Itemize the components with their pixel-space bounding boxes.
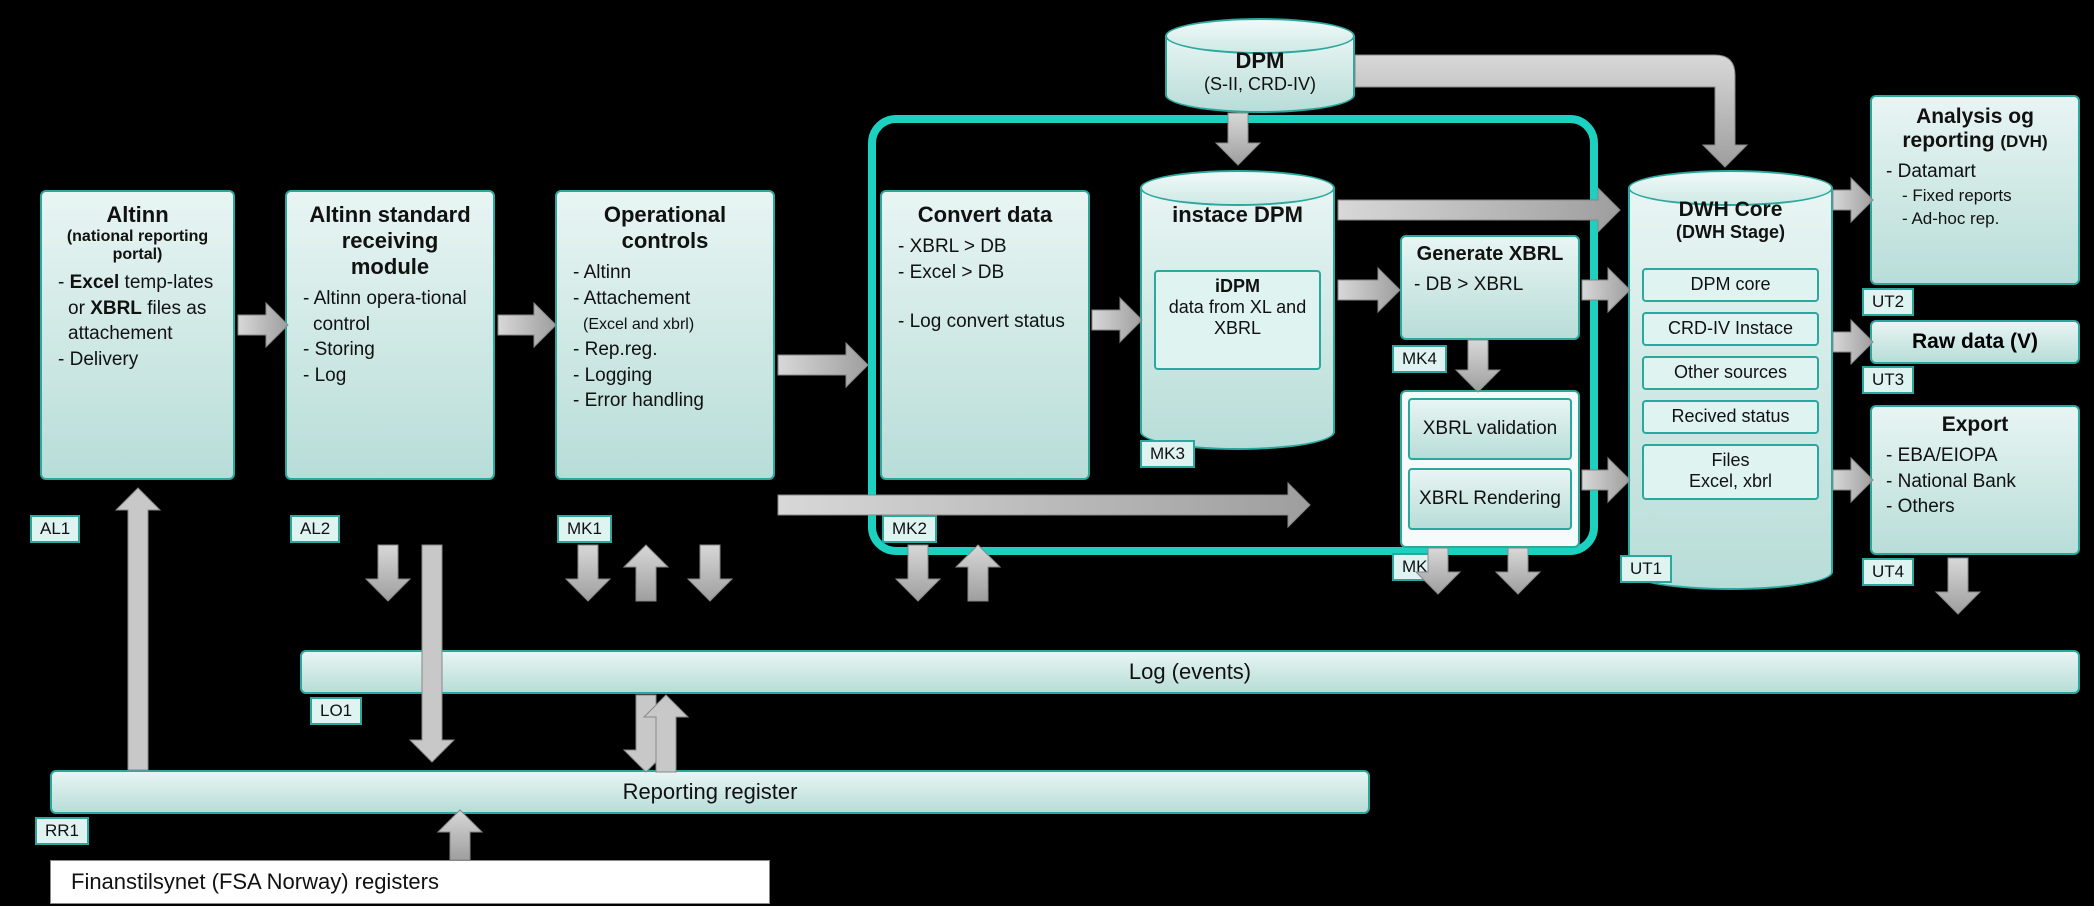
dwh-row-4: FilesExcel, xbrl <box>1642 444 1819 500</box>
fsa-registers: Finanstilsynet (FSA Norway) registers <box>50 860 770 904</box>
tag-mk2: MK2 <box>882 515 937 543</box>
tag-mk1: MK1 <box>557 515 612 543</box>
receiving-title: Altinn standard receiving module <box>301 202 479 280</box>
cyl-dwh: DWH Core (DWH Stage) DPM core CRD-IV Ins… <box>1628 170 1833 590</box>
receiving-items: Altinn opera-tional control Storing Log <box>301 286 479 389</box>
box-analysis: Analysis og reporting (DVH) Datamart Fix… <box>1870 95 2080 285</box>
opcontrols-items: Altinn Attachement(Excel and xbrl) Rep.r… <box>571 260 759 414</box>
altinn-title: Altinn <box>106 202 168 227</box>
cyl-dpm-sub: (S-II, CRD-IV) <box>1165 74 1355 95</box>
cyl-dpm-title: DPM <box>1236 48 1285 73</box>
box-convert: Convert data XBRL > DB Excel > DB Log co… <box>880 190 1090 480</box>
tag-ut4: UT4 <box>1862 558 1914 586</box>
log-text: Log (events) <box>1129 659 1251 685</box>
dwh-row-0: DPM core <box>1642 268 1819 302</box>
export-title: Export <box>1884 413 2066 437</box>
xbrl-validation: XBRL validation <box>1408 398 1572 460</box>
box-receiving: Altinn standard receiving module Altinn … <box>285 190 495 480</box>
analysis-items: Datamart Fixed reports Ad-hoc rep. <box>1884 159 2066 231</box>
box-generate: Generate XBRL DB > XBRL <box>1400 235 1580 340</box>
dwh-title: DWH Core <box>1679 198 1783 221</box>
convert-items: XBRL > DB Excel > DB <box>896 234 1074 285</box>
idpm-title: instace DPM <box>1140 170 1335 228</box>
tag-mk4: MK4 <box>1392 345 1447 373</box>
box-opcontrols: Operational controls Altinn Attachement(… <box>555 190 775 480</box>
box-export: Export EBA/EIOPA National Bank Others <box>1870 405 2080 555</box>
tag-ut2: UT2 <box>1862 288 1914 316</box>
export-items: EBA/EIOPA National Bank Others <box>1884 443 2066 520</box>
tag-mk5: MK5 <box>1392 553 1447 581</box>
analysis-suffix: (DVH) <box>2000 132 2047 151</box>
altinn-items: Excel temp-lates or XBRL files as attach… <box>56 270 219 373</box>
tag-rr1: RR1 <box>35 817 89 845</box>
tag-lo1: LO1 <box>310 697 362 725</box>
tag-ut1: UT1 <box>1620 555 1672 583</box>
xbrl-rendering: XBRL Rendering <box>1408 468 1572 530</box>
box-altinn: Altinn (national reporting portal) Excel… <box>40 190 235 480</box>
rawdata-title: Raw data (V) <box>1912 330 2038 354</box>
dwh-sub: (DWH Stage) <box>1628 222 1833 243</box>
idpm-inner-text: data from XL and XBRL <box>1169 297 1306 338</box>
fsa-text: Finanstilsynet (FSA Norway) registers <box>71 869 439 895</box>
generate-items: DB > XBRL <box>1412 272 1568 298</box>
box-rawdata: Raw data (V) <box>1870 320 2080 364</box>
generate-title: Generate XBRL <box>1412 243 1568 266</box>
tag-al2: AL2 <box>290 515 340 543</box>
altinn-subtitle: (national reporting portal) <box>56 228 219 264</box>
tag-al1: AL1 <box>30 515 80 543</box>
tag-ut3: UT3 <box>1862 366 1914 394</box>
box-xbrl-group: XBRL validation XBRL Rendering <box>1400 390 1580 548</box>
tag-mk3: MK3 <box>1140 440 1195 468</box>
bar-repreg: Reporting register <box>50 770 1370 814</box>
repreg-text: Reporting register <box>623 779 798 805</box>
convert-title: Convert data <box>896 202 1074 228</box>
cyl-idpm: instace DPM iDPM data from XL and XBRL <box>1140 170 1335 450</box>
dwh-row-1: CRD-IV Instace <box>1642 312 1819 346</box>
dwh-row-3: Recived status <box>1642 400 1819 434</box>
bar-log: Log (events) <box>300 650 2080 694</box>
cyl-dpm: DPM (S-II, CRD-IV) <box>1165 18 1355 113</box>
idpm-inner-title: iDPM <box>1215 276 1260 296</box>
dwh-row-2: Other sources <box>1642 356 1819 390</box>
opcontrols-title: Operational controls <box>571 202 759 254</box>
